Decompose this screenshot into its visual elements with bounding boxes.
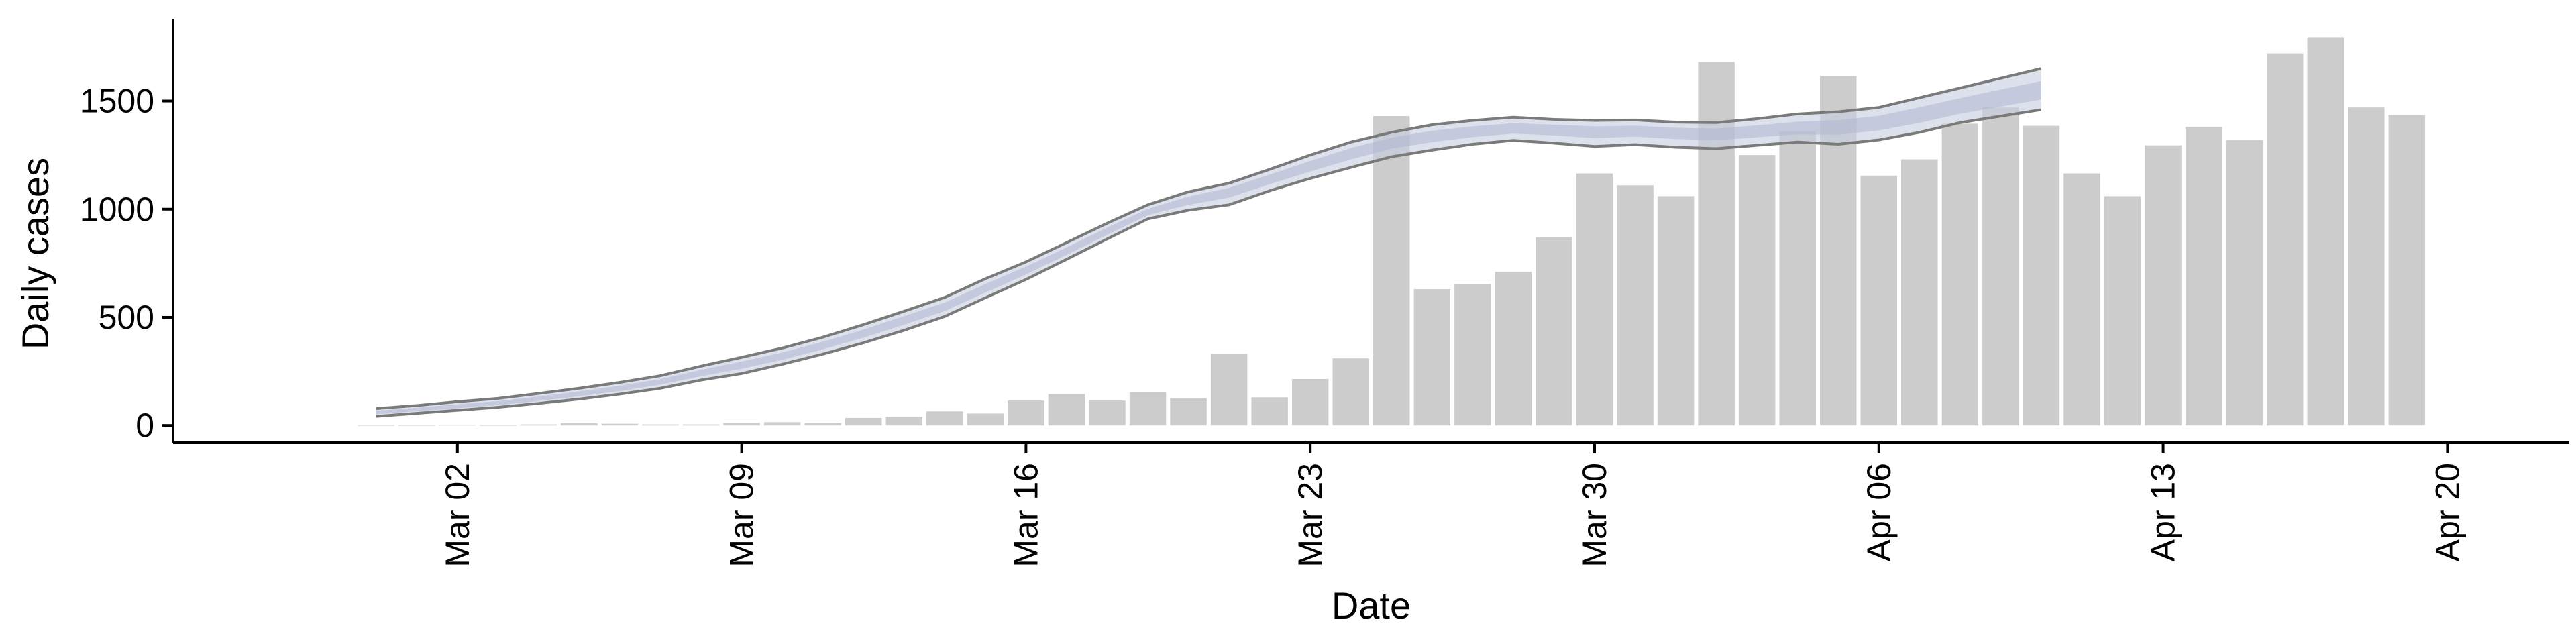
daily-case-bar [480, 425, 517, 426]
daily-case-bar [1495, 272, 1532, 426]
y-axis-title: Daily cases [14, 158, 56, 350]
daily-case-bar [2307, 37, 2344, 426]
daily-case-bar [520, 424, 557, 426]
daily-case-bar [1941, 123, 1979, 426]
x-tick-label: Apr 20 [2428, 463, 2466, 561]
y-tick-label: 1000 [80, 191, 154, 228]
daily-case-bar [1210, 354, 1248, 426]
x-tick-label: Mar 30 [1576, 463, 1613, 568]
daily-case-bar [845, 417, 882, 426]
daily-case-bar [885, 417, 923, 426]
daily-case-bar [1779, 131, 1816, 426]
daily-case-bar [2063, 173, 2100, 426]
x-tick-label: Mar 23 [1291, 463, 1329, 568]
daily-case-bar [642, 424, 679, 426]
daily-case-bar [1982, 107, 2019, 426]
daily-case-bar [601, 423, 639, 426]
x-tick-label: Apr 13 [2145, 463, 2182, 561]
x-tick-label: Apr 06 [1860, 463, 1898, 561]
daily-case-bar [1048, 394, 1085, 426]
y-tick-label: 500 [99, 299, 154, 336]
nowcast-lower-line [376, 108, 2042, 418]
daily-case-bar [2348, 107, 2385, 426]
daily-case-bar [682, 424, 720, 426]
nowcast-upper-line [376, 67, 2042, 411]
daily-case-bar [1657, 196, 1695, 426]
daily-case-bar [1008, 400, 1044, 426]
daily-case-bar [967, 413, 1004, 426]
daily-case-bar [723, 423, 760, 426]
daily-case-bar [1373, 116, 1410, 426]
daily-case-bar [2185, 127, 2222, 426]
daily-case-bar [1454, 284, 1491, 426]
daily-case-bar [763, 422, 801, 426]
daily-case-bar [926, 411, 963, 426]
daily-case-bar [398, 425, 435, 426]
y-tick-label: 0 [136, 407, 154, 444]
daily-case-bar [1536, 237, 1572, 426]
daily-case-bar [2023, 125, 2060, 426]
daily-case-bar [1291, 378, 1329, 426]
x-axis-title: Date [1332, 584, 1411, 627]
daily-case-bar [1129, 392, 1167, 426]
daily-case-bar [2145, 145, 2182, 426]
daily-case-bar [1332, 358, 1369, 426]
daily-case-bar [2104, 196, 2141, 426]
axes-layer [172, 19, 2569, 444]
nowcast-lines-layer [376, 67, 2042, 418]
daily-case-bar [2226, 140, 2263, 426]
y-tick-label: 1500 [80, 83, 154, 120]
daily-case-bar [1576, 173, 1613, 426]
daily-case-bar [804, 423, 841, 426]
daily-case-bar [1738, 155, 1776, 426]
daily-case-bar [1413, 289, 1451, 426]
bars-layer [358, 37, 2426, 426]
daily-case-bar [1617, 185, 1654, 426]
daily-case-bar [561, 423, 598, 426]
x-tick-label: Mar 09 [723, 463, 761, 568]
x-ticks: Mar 02 Mar 09 Mar 16 Mar 23 Mar 30 Apr 06 Apr … [439, 443, 2466, 568]
y-ticks: 0 500 1000 1500 [80, 83, 173, 444]
daily-case-bar [1251, 397, 1288, 426]
daily-case-bar [2266, 53, 2304, 426]
daily-case-bar [358, 425, 394, 426]
daily-case-bar [1089, 400, 1126, 426]
x-tick-label: Mar 02 [439, 463, 476, 568]
x-tick-label: Mar 16 [1007, 463, 1044, 568]
daily-case-bar [1698, 62, 1735, 426]
daily-case-bar [1860, 175, 1898, 426]
daily-case-bar [1901, 159, 1938, 426]
daily-case-bar [1170, 398, 1207, 426]
daily-case-bar [2388, 115, 2426, 426]
